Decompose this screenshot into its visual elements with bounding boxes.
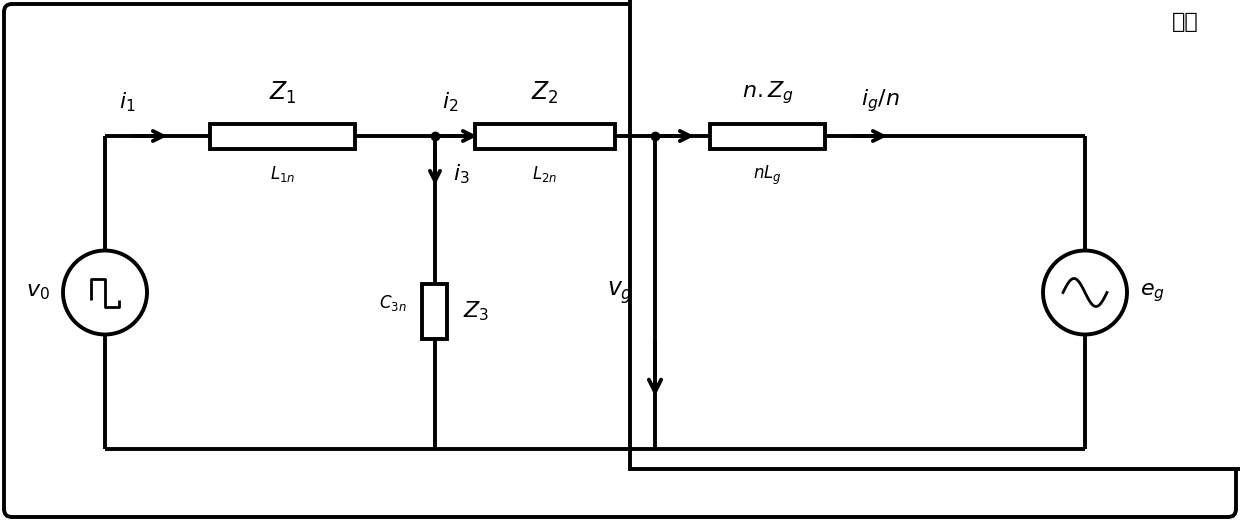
Text: $n.Z_g$: $n.Z_g$ bbox=[742, 79, 794, 106]
Text: $Z_1$: $Z_1$ bbox=[269, 80, 296, 106]
Text: $Z_2$: $Z_2$ bbox=[531, 80, 559, 106]
Text: $e_g$: $e_g$ bbox=[1140, 281, 1164, 304]
Text: $C_{3n}$: $C_{3n}$ bbox=[379, 293, 407, 313]
Text: $v_0$: $v_0$ bbox=[26, 282, 50, 303]
Bar bbox=[423, 283, 448, 339]
Text: $i_1$: $i_1$ bbox=[119, 91, 135, 114]
FancyBboxPatch shape bbox=[4, 4, 1236, 517]
Bar bbox=[210, 123, 355, 148]
Bar bbox=[711, 123, 825, 148]
Text: $Z_3$: $Z_3$ bbox=[463, 299, 490, 323]
Text: $nL_g$: $nL_g$ bbox=[753, 164, 782, 187]
Text: 电网: 电网 bbox=[1172, 12, 1198, 32]
Text: $i_2$: $i_2$ bbox=[441, 91, 459, 114]
Bar bbox=[475, 123, 615, 148]
Text: $v_g$: $v_g$ bbox=[608, 279, 632, 306]
Text: $i_3$: $i_3$ bbox=[453, 162, 470, 186]
Circle shape bbox=[63, 251, 148, 334]
Text: $L_{1n}$: $L_{1n}$ bbox=[270, 164, 295, 184]
Text: $i_g/n$: $i_g/n$ bbox=[861, 87, 899, 114]
Circle shape bbox=[1043, 251, 1127, 334]
Text: $L_{2n}$: $L_{2n}$ bbox=[532, 164, 558, 184]
Bar bbox=[630, 0, 1240, 469]
